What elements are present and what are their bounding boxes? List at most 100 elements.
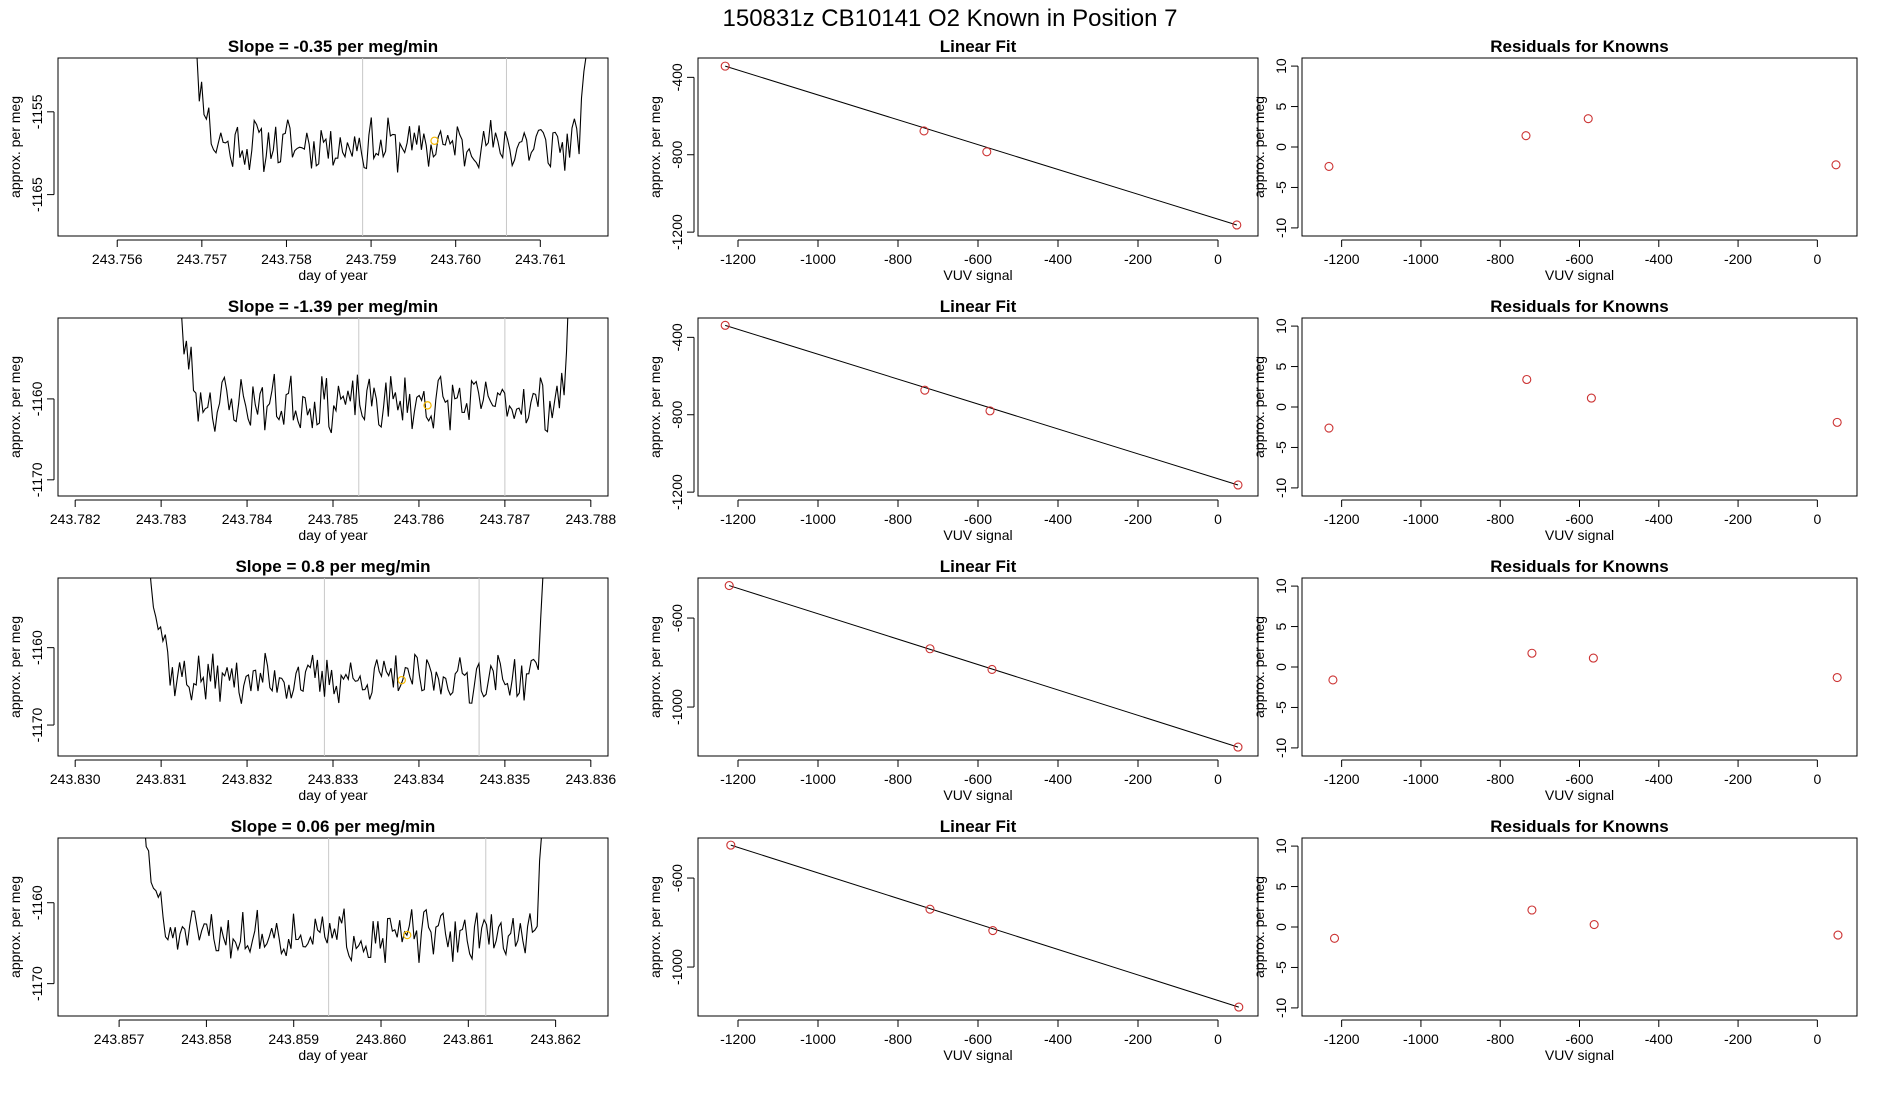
y-tick-label: 0: [1273, 143, 1289, 151]
x-tick-label: 243.832: [222, 771, 273, 787]
data-point: [1527, 905, 1537, 915]
y-tick-label: -1160: [29, 885, 45, 920]
panel-2-0: Slope = 0.8 per meg/min 243.830 243.831 243…: [7, 557, 616, 803]
x-tick-label: 243.758: [261, 251, 312, 267]
y-tick-label: -1000: [669, 949, 685, 985]
x-tick-label: 243.785: [308, 511, 359, 527]
panel-3-1: Linear Fit -1200 -1000 -800 -600 -400 -200 0 -60…: [647, 817, 1259, 1063]
data-point: [1234, 1002, 1244, 1012]
data-point: [1832, 672, 1842, 683]
plot-frame: [57, 57, 609, 237]
y-tick-label: -1170: [29, 966, 45, 1001]
plot-frame: [57, 317, 609, 497]
data-point: [1324, 161, 1334, 171]
plot-area: [150, 578, 544, 756]
panels-grid: Slope = -0.35 per meg/min 243.756 243.757 2…: [7, 37, 1858, 1063]
data-point: [1583, 114, 1593, 124]
y-tick-label: -1200: [669, 214, 685, 250]
data-point: [1831, 160, 1841, 170]
x-tick-label: -400: [1044, 1031, 1072, 1047]
y-tick-label: -1200: [669, 474, 685, 510]
y-tick-label: -1155: [29, 94, 45, 129]
x-tick-label: -1200: [1324, 1031, 1360, 1047]
x-axis-label: VUV signal: [1545, 267, 1614, 283]
plot-area: [1324, 374, 1842, 433]
y-tick-label: -5: [1273, 441, 1289, 454]
x-tick-label: -400: [1645, 511, 1673, 527]
y-tick-label: -10: [1273, 478, 1289, 498]
x-axis-label: VUV signal: [943, 1047, 1012, 1063]
x-axis-label: day of year: [298, 527, 368, 543]
y-tick-label: 0: [1273, 403, 1289, 411]
plot-frame: [1301, 57, 1858, 237]
data-point: [925, 644, 935, 654]
y-axis-label: approx. per meg: [7, 96, 23, 198]
data-point: [724, 581, 734, 591]
x-tick-label: -200: [1724, 251, 1752, 267]
plot-area: [196, 58, 587, 236]
x-tick-label: -800: [1486, 771, 1514, 787]
x-tick-label: -600: [964, 511, 992, 527]
x-tick-label: -800: [884, 771, 912, 787]
data-point: [987, 664, 997, 674]
x-axis-label: VUV signal: [1545, 1047, 1614, 1063]
signal-trace: [196, 58, 587, 173]
x-tick-label: -400: [1645, 1031, 1673, 1047]
y-axis-label: approx. per meg: [647, 356, 663, 458]
y-axis-label: approx. per meg: [647, 616, 663, 718]
x-tick-label: -1200: [1324, 251, 1360, 267]
y-tick-label: -800: [669, 141, 685, 169]
x-tick-label: -400: [1044, 511, 1072, 527]
x-tick-label: -1000: [800, 771, 836, 787]
y-tick-label: -400: [669, 63, 685, 91]
y-tick-label: 10: [1273, 578, 1289, 594]
data-point: [1589, 920, 1599, 930]
panel-3-0: Slope = 0.06 per meg/min 243.857 243.858 24…: [7, 817, 609, 1063]
x-tick-label: -600: [1565, 771, 1593, 787]
x-tick-label: 243.757: [177, 251, 228, 267]
data-point: [1832, 417, 1842, 427]
y-tick-label: -1160: [29, 381, 45, 416]
x-tick-label: 243.860: [356, 1031, 407, 1047]
y-tick-label: -5: [1273, 701, 1289, 714]
plot-area: [1328, 648, 1842, 685]
panel-title: Linear Fit: [940, 557, 1017, 576]
plot-area: [181, 318, 569, 496]
x-tick-label: 243.834: [394, 771, 445, 787]
average-marker: [430, 136, 439, 145]
signal-trace: [181, 318, 569, 434]
data-point: [1328, 675, 1338, 685]
y-tick-label: -1165: [29, 177, 45, 212]
plot-frame: [57, 837, 609, 1017]
x-tick-label: -1200: [1324, 771, 1360, 787]
x-tick-label: -1200: [720, 251, 756, 267]
fit-line: [725, 324, 1239, 486]
signal-trace: [150, 578, 544, 704]
panel-title: Slope = 0.8 per meg/min: [235, 557, 430, 576]
y-tick-label: -600: [669, 864, 685, 892]
x-axis-label: VUV signal: [943, 267, 1012, 283]
data-point: [982, 147, 992, 157]
x-tick-label: 243.861: [443, 1031, 494, 1047]
y-tick-label: -800: [669, 401, 685, 429]
data-point: [1521, 131, 1531, 141]
x-axis-label: VUV signal: [943, 527, 1012, 543]
plot-area: [720, 320, 1243, 490]
plot-area: [1324, 114, 1841, 171]
data-point: [1833, 930, 1843, 940]
x-tick-label: 243.857: [94, 1031, 145, 1047]
y-tick-label: 10: [1273, 838, 1289, 854]
x-tick-label: 0: [1813, 1031, 1821, 1047]
y-axis-label: approx. per meg: [7, 876, 23, 978]
x-tick-label: -400: [1044, 771, 1072, 787]
x-tick-label: -1200: [720, 1031, 756, 1047]
y-tick-label: -10: [1273, 738, 1289, 758]
y-tick-label: 5: [1273, 102, 1289, 110]
x-tick-label: -200: [1724, 1031, 1752, 1047]
y-tick-label: -10: [1273, 218, 1289, 238]
panel-title: Linear Fit: [940, 817, 1017, 836]
x-tick-label: 243.787: [480, 511, 531, 527]
x-tick-label: -1000: [1403, 771, 1439, 787]
x-tick-label: 243.759: [346, 251, 397, 267]
x-tick-label: -200: [1724, 771, 1752, 787]
